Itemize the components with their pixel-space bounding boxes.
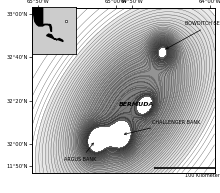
Text: CHALLENGER BANK: CHALLENGER BANK: [124, 119, 200, 135]
Text: 100 Kilometers: 100 Kilometers: [185, 173, 220, 178]
Polygon shape: [32, 7, 51, 54]
Text: BOWDITCH SEAMOUNT: BOWDITCH SEAMOUNT: [166, 21, 220, 49]
Text: ARGUS BANK: ARGUS BANK: [64, 143, 97, 162]
Text: BERMUDA: BERMUDA: [119, 102, 154, 107]
Polygon shape: [57, 39, 63, 41]
Polygon shape: [47, 34, 57, 40]
